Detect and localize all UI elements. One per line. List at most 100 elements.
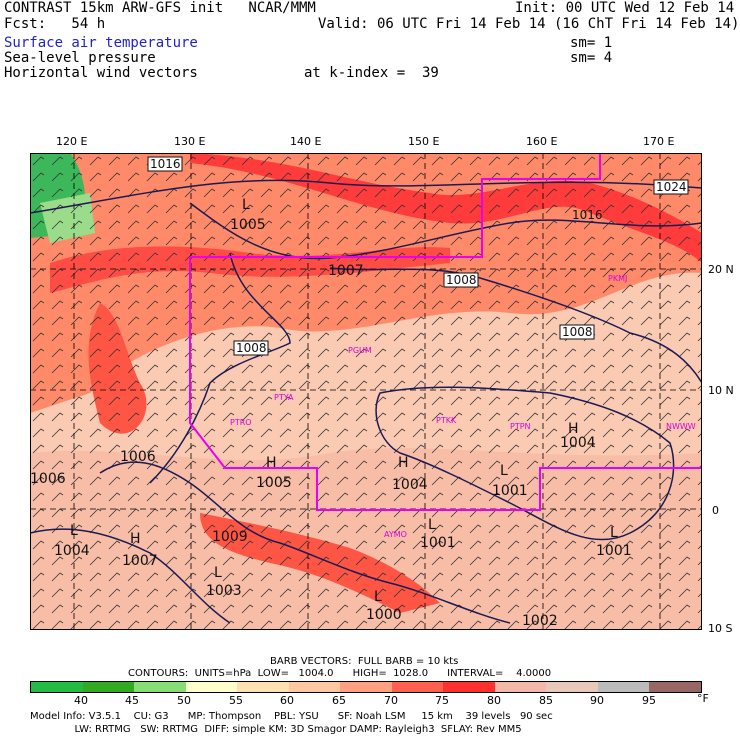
colorbar-label: 60: [280, 694, 294, 707]
high-center: H: [398, 455, 409, 471]
low-center: L: [428, 517, 436, 533]
isobar-label: 1004: [392, 477, 428, 493]
field-wind-level: at k-index = 39: [304, 65, 439, 81]
station-label: PTKK: [436, 416, 457, 425]
isobar-label: 1007: [328, 263, 364, 279]
lat-label: 10 N: [708, 384, 734, 397]
station-label: NWWW: [666, 422, 696, 431]
isobar-label: 1008: [236, 341, 267, 355]
isobar-label: 1009: [212, 529, 248, 545]
isobar-label: 1004: [54, 543, 90, 559]
low-center: L: [214, 565, 222, 581]
colorbar-swatch: [597, 682, 650, 692]
map-frame: [30, 153, 702, 630]
high-center: H: [568, 421, 579, 437]
lon-label: 120 E: [56, 135, 88, 148]
field-pressure-smooth: sm= 4: [570, 50, 613, 66]
weather-map: 1016 1024 1016 1005 1007 1008 1008 1008 …: [30, 153, 702, 630]
colorbar-label: 65: [332, 694, 346, 707]
isobar-label: 1001: [420, 535, 456, 551]
low-center: L: [500, 463, 508, 479]
barb-vector-info: BARB VECTORS: FULL BARB = 10 kts: [270, 656, 459, 667]
contour-info: CONTOURS: UNITS=hPa LOW= 1004.0 HIGH= 10…: [128, 668, 552, 679]
isobar-label: 1016: [572, 208, 603, 222]
colorbar-swatch: [443, 682, 495, 692]
colorbar-swatch: [340, 682, 392, 692]
lon-label: 140 E: [290, 135, 322, 148]
colorbar-swatch: [288, 682, 341, 692]
lon-label: 150 E: [408, 135, 440, 148]
lon-label: 160 E: [526, 135, 558, 148]
colorbar-label: 70: [384, 694, 398, 707]
wind-barb-field: [30, 153, 702, 630]
colorbar-label: 40: [74, 694, 88, 707]
isobar-label: 1008: [562, 325, 593, 339]
colorbar-swatch: [134, 682, 186, 692]
colorbar-swatch: [494, 682, 547, 692]
lon-label: 170 E: [643, 135, 675, 148]
header-init-time: Init: 00 UTC Wed 12 Feb 14: [515, 0, 735, 16]
isobar-label: 1005: [256, 475, 292, 491]
isobar-label: 1004: [560, 435, 596, 451]
isobar-label: 1000: [366, 607, 402, 623]
colorbar-label: 85: [539, 694, 553, 707]
isobar-label: 1006: [120, 449, 156, 465]
lat-label: 20 N: [708, 263, 734, 276]
header-forecast-hour: Fcst: 54 h: [4, 16, 106, 32]
high-center: H: [266, 455, 277, 471]
isobar-label: 1001: [596, 543, 632, 559]
isobar-label: 1007: [122, 553, 158, 569]
station-label: AYMO: [384, 530, 407, 539]
high-center: H: [130, 531, 141, 547]
colorbar-label: 75: [435, 694, 449, 707]
colorbar-label: 50: [177, 694, 191, 707]
colorbar-label: 80: [487, 694, 501, 707]
colorbar-swatch: [31, 682, 83, 692]
station-label: PTRO: [230, 418, 252, 427]
field-temperature-smooth: sm= 1: [570, 35, 613, 51]
isobar-label: 1001: [492, 483, 528, 499]
lon-label: 130 E: [174, 135, 206, 148]
low-center: L: [242, 197, 250, 213]
isobar-label: 1024: [656, 180, 687, 194]
colorbar-label: 95: [642, 694, 656, 707]
domain-outline: [189, 153, 702, 511]
header-model-title: CONTRAST 15km ARW-GFS init NCAR/MMM: [4, 0, 316, 16]
colorbar-swatch: [391, 682, 444, 692]
colorbar-label: 45: [125, 694, 139, 707]
station-label: PGUM: [348, 346, 372, 355]
lat-label: 10 S: [708, 622, 733, 635]
isobar-label: 1003: [206, 583, 242, 599]
isobar-label: 1006: [30, 471, 66, 487]
colorbar-swatch: [649, 682, 701, 692]
field-wind: Horizontal wind vectors: [4, 65, 198, 81]
header-valid-time: Valid: 06 UTC Fri 14 Feb 14 (16 ChT Fri …: [318, 16, 740, 32]
field-temperature: Surface air temperature: [4, 35, 198, 51]
colorbar-swatch: [546, 682, 598, 692]
colorbar-label: 90: [590, 694, 604, 707]
isobar-label: 1016: [150, 157, 181, 171]
station-label: PTPN: [510, 422, 531, 431]
colorbar-label: 55: [229, 694, 243, 707]
temperature-colorbar: [30, 681, 702, 693]
colorbar-unit: °F: [697, 692, 709, 705]
isobar-label: 1008: [446, 273, 477, 287]
station-labels: PGUM PTYA PTRO PTKK PTPN PKMJ NWWW AYMO: [230, 274, 696, 539]
low-center: L: [70, 523, 78, 539]
colorbar-swatch: [185, 682, 238, 692]
isobar-label: 1005: [230, 217, 266, 233]
isobar-label: 1002: [522, 613, 558, 629]
isobars: [30, 179, 702, 624]
colorbar-swatch: [237, 682, 289, 692]
isobar-label-group: 1016 1024 1016 1005 1007 1008 1008 1008 …: [30, 156, 689, 629]
low-center: L: [610, 525, 618, 541]
colorbar-swatch: [82, 682, 135, 692]
station-label: PKMJ: [608, 274, 627, 283]
low-center: L: [374, 589, 382, 605]
model-info-line2: LW: RRTMG SW: RRTMG DIFF: simple KM: 3D …: [30, 724, 522, 735]
station-label: PTYA: [274, 393, 294, 402]
field-pressure: Sea-level pressure: [4, 50, 156, 66]
lat-label: 0: [712, 504, 719, 517]
pressure-centers: H H H L L L L H L L L: [70, 197, 618, 605]
model-info-line1: Model Info: V3.5.1 CU: G3 MP: Thompson P…: [30, 711, 553, 722]
